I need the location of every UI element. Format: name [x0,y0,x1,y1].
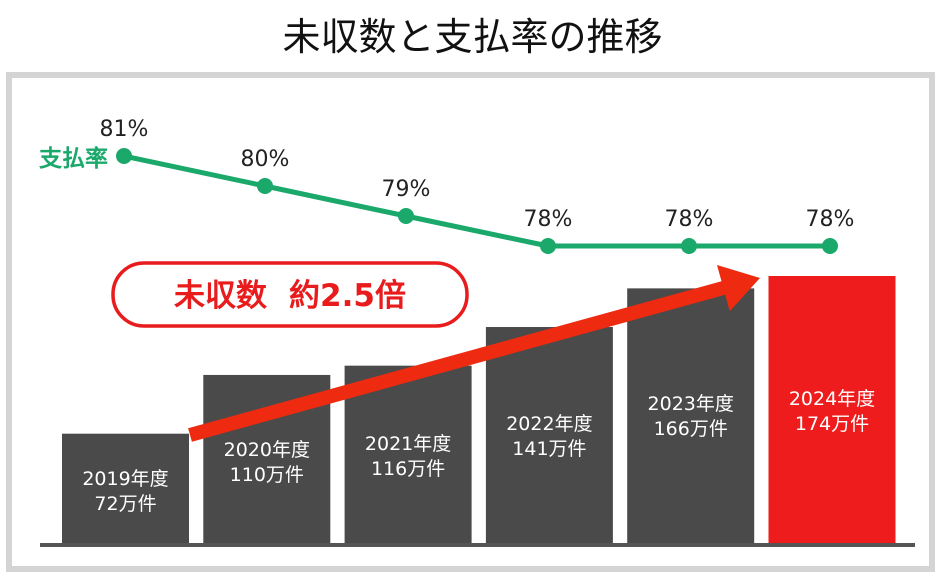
payment-rate-label: 78% [806,207,855,232]
bar-value-label: 116万件 [371,458,445,480]
bar-2022年度 [485,327,613,545]
payment-rate-label: 79% [382,177,431,202]
bar-year-label: 2024年度 [789,388,875,410]
payment-rate-label: 78% [524,207,573,232]
payment-rate-point [822,238,838,254]
series-name-label: 支払率 [38,145,108,172]
bar-year-label: 2022年度 [506,413,592,435]
payment-rate-label: 81% [100,117,149,142]
payment-rate-point [257,178,273,194]
bar-value-label: 174万件 [795,413,869,435]
bar-2024年度 [768,276,896,545]
payment-rate-point [116,148,132,164]
payment-rate-point [540,238,556,254]
payment-rate-line [123,153,830,249]
callout: 未収数 約2.5倍 [111,261,469,328]
callout-text: 未収数 約2.5倍 [174,278,406,314]
bar-2019年度 [62,433,189,545]
payment-rate-point [398,208,414,224]
bar-year-label: 2019年度 [82,468,168,490]
bar-value-label: 166万件 [654,418,728,440]
bar-year-label: 2021年度 [365,433,451,455]
bar-year-label: 2020年度 [224,439,310,461]
payment-rate-label: 78% [665,207,714,232]
page-title: 未収数と支払率の推移 [282,15,663,59]
growth-arrow [188,265,761,442]
bar-value-label: 110万件 [230,464,304,486]
callout-label: 未収数 [174,278,267,314]
bar-2023年度 [627,288,755,545]
bar-2021年度 [344,365,472,545]
callout-value: 約2.5倍 [289,278,406,314]
payment-rate-label: 80% [241,147,290,172]
bar-value-label: 141万件 [512,438,586,460]
payment-rate-point [681,238,697,254]
callout-box [111,261,469,328]
bar-year-label: 2023年度 [648,393,734,415]
bar-value-label: 72万件 [94,493,156,515]
